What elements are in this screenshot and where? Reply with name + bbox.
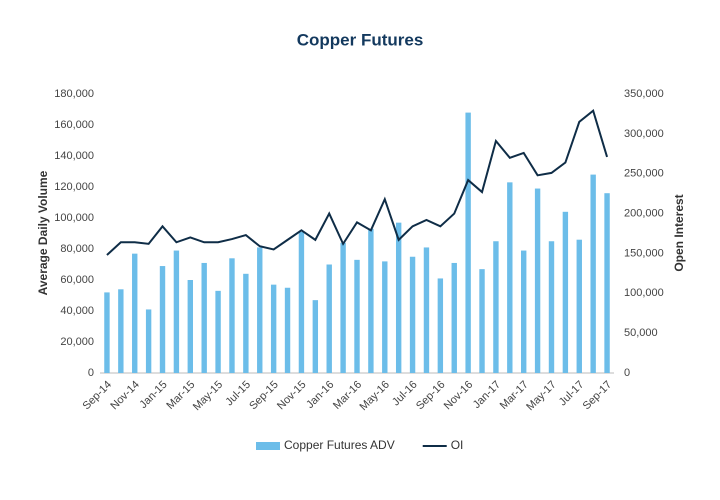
y-tick-label: 140,000 [54,150,94,162]
line [106,109,609,256]
bar [201,262,207,373]
bar [354,259,360,373]
bar [173,250,180,373]
x-tick-label: May-15 [191,379,225,413]
bar [465,112,471,373]
y-tick-label: 160,000 [54,119,94,131]
legend-label: OI [451,438,464,452]
bar [298,231,305,373]
y2-tick-label: 50,000 [624,327,658,339]
bar [215,290,221,373]
bar [604,193,610,373]
bar [187,280,193,373]
bar [437,278,444,373]
y-tick-label: 120,000 [54,181,94,193]
x-tick-label: Sep-14 [81,379,115,413]
bar [145,309,152,373]
x-tick-label: Sep-17 [581,379,615,413]
y-tick-label: 40,000 [60,305,94,317]
y-tick-label: 100,000 [54,212,94,224]
bar [590,174,596,373]
x-tick-label: Nov-16 [442,379,476,413]
y-tick-label: 180,000 [54,88,94,100]
bar [451,262,457,373]
bar [423,247,430,373]
y2-tick-label: 0 [624,367,630,379]
y2-axis-label: Open Interest [672,194,686,271]
bar [521,250,527,373]
bar [562,211,569,373]
y2-tick-label: 300,000 [624,128,664,140]
bar [118,289,124,373]
y-tick-label: 20,000 [60,336,94,348]
chart-title: Copper Futures [297,30,424,49]
x-tick-label: Sep-16 [414,379,448,413]
y2-tick-label: 250,000 [624,168,664,180]
x-tick-label: Jan-17 [471,379,503,411]
x-tick-label: May-17 [524,379,558,413]
y-tick-label: 80,000 [60,243,94,255]
y2-tick-label: 200,000 [624,207,664,219]
bar [507,182,513,373]
bar [409,256,416,373]
legend-swatch [256,442,280,450]
bar [326,264,332,373]
x-tick-label: May-16 [358,379,392,413]
x-tick-label: Sep-15 [247,379,281,413]
bar [270,284,277,373]
bar [243,273,249,373]
bar [548,241,555,373]
bar [576,239,582,373]
y-tick-label: 0 [88,367,94,379]
legend-label: Copper Futures ADV [284,438,395,452]
bar [229,258,235,373]
bar [257,247,263,373]
x-tick-label: Nov-15 [275,379,309,413]
bar [382,261,388,373]
bar [284,287,291,373]
x-tick-label: Jan-16 [304,379,336,411]
y-tick-label: 60,000 [60,274,94,286]
y2-tick-label: 150,000 [624,247,664,259]
y2-tick-label: 350,000 [624,88,664,100]
bar [132,253,138,373]
bar [395,222,402,373]
x-tick-label: Jan-15 [137,379,169,411]
bar [104,292,110,373]
bar [368,228,374,373]
x-tick-label: Nov-14 [108,379,142,413]
bar [534,188,541,373]
bar [159,266,166,373]
bar [340,242,346,373]
bar [312,300,319,373]
y2-tick-label: 100,000 [624,287,664,299]
bar [493,241,499,373]
bar [479,269,485,373]
y-axis-label: Average Daily Volume [36,170,50,295]
